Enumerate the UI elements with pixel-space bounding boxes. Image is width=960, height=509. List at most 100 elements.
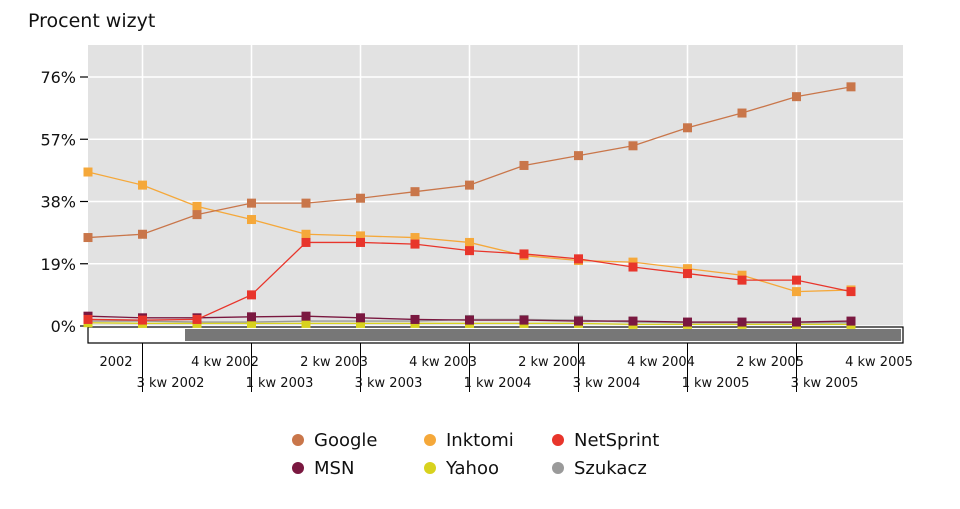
plot-background <box>88 45 903 342</box>
data-point <box>628 316 638 326</box>
data-point <box>465 315 474 325</box>
legend-label: Szukacz <box>574 457 647 479</box>
data-point <box>574 254 583 264</box>
data-point <box>410 187 420 197</box>
y-tick-label: 38% <box>40 193 76 212</box>
data-point <box>83 314 93 324</box>
legend-marker <box>424 462 436 474</box>
legend-label: Google <box>314 429 378 451</box>
x-tick-label: 2002 <box>99 355 132 370</box>
data-point <box>83 233 93 243</box>
legend-marker <box>292 434 304 446</box>
data-point <box>410 239 420 249</box>
data-point <box>301 318 311 328</box>
legend-label: MSN <box>314 457 355 479</box>
legend: Google Inktomi NetSprint MSN Yahoo Szukacz <box>292 426 672 482</box>
data-point <box>683 269 692 279</box>
data-point <box>628 262 638 272</box>
series-netsprint <box>83 237 856 325</box>
x-tick-label: 1 kw 2005 <box>682 376 750 391</box>
data-point <box>138 180 147 190</box>
legend-item-google: Google <box>292 430 424 451</box>
data-point <box>574 316 583 326</box>
series-msn <box>83 311 856 327</box>
data-point <box>301 229 311 239</box>
data-point <box>83 167 93 177</box>
data-point <box>792 317 801 327</box>
data-point <box>574 151 583 161</box>
x-tick-label: 3 kw 2003 <box>355 376 423 391</box>
data-point <box>737 275 747 285</box>
x-tick-label: 3 kw 2005 <box>791 376 859 391</box>
data-point <box>519 315 529 325</box>
x-tick-label: 2 kw 2005 <box>736 355 804 370</box>
data-point <box>138 229 147 239</box>
data-point <box>410 233 420 243</box>
legend-item-msn: MSN <box>292 458 424 479</box>
data-point <box>356 237 365 247</box>
x-tick-label: 1 kw 2003 <box>246 376 314 391</box>
data-point <box>301 311 311 321</box>
data-point <box>247 290 256 300</box>
data-point <box>247 312 256 322</box>
data-point <box>737 108 747 118</box>
data-point <box>683 123 692 133</box>
y-axis-ticks: 0% 19% 38% 57% 76% <box>40 68 88 336</box>
data-point <box>192 210 202 220</box>
data-point <box>192 314 202 324</box>
y-tick-label: 19% <box>40 255 76 274</box>
x-tick-label: 3 kw 2002 <box>137 376 205 391</box>
y-axis-title: Procent wizyt <box>28 10 156 32</box>
data-point <box>356 193 365 203</box>
x-tick-label: 3 kw 2004 <box>573 376 641 391</box>
data-point <box>628 141 638 151</box>
data-point <box>846 82 856 92</box>
data-point <box>792 92 801 102</box>
x-tick-label: 4 kw 2002 <box>191 355 259 370</box>
legend-item-inktomi: Inktomi <box>424 430 552 451</box>
data-point <box>247 215 256 225</box>
data-point <box>247 318 256 328</box>
legend-label: Inktomi <box>446 429 514 451</box>
data-point <box>683 317 692 327</box>
legend-label: NetSprint <box>574 429 660 451</box>
legend-row: MSN Yahoo Szukacz <box>292 454 672 482</box>
data-point <box>737 270 747 280</box>
data-point <box>519 160 529 170</box>
data-point <box>410 314 420 324</box>
series-google <box>83 82 856 243</box>
legend-item-szukacz: Szukacz <box>552 458 672 479</box>
x-tick-label: 4 kw 2003 <box>409 355 477 370</box>
y-tick-label: 57% <box>40 130 76 149</box>
x-axis-ticks: 2002 4 kw 2002 2 kw 2003 4 kw 2003 2 kw 2004… <box>99 343 913 392</box>
data-point <box>247 198 256 208</box>
x-tick-label: 2 kw 2003 <box>300 355 368 370</box>
legend-label: Yahoo <box>446 457 499 479</box>
legend-item-netsprint: NetSprint <box>552 430 672 451</box>
data-point <box>628 257 638 267</box>
x-tick-label: 4 kw 2005 <box>845 355 913 370</box>
x-tick-label: 4 kw 2004 <box>627 355 695 370</box>
data-point <box>465 246 474 256</box>
data-point <box>356 313 365 323</box>
legend-item-yahoo: Yahoo <box>424 458 552 479</box>
x-tick-label: 1 kw 2004 <box>464 376 532 391</box>
data-point <box>465 237 474 247</box>
legend-marker <box>552 434 564 446</box>
data-point <box>301 198 311 208</box>
y-tick-label: 76% <box>40 68 76 87</box>
data-point <box>356 231 365 241</box>
data-point <box>846 287 856 297</box>
y-tick-label: 0% <box>51 317 76 336</box>
data-point <box>792 287 801 297</box>
data-point <box>792 275 801 285</box>
data-point <box>301 237 311 247</box>
data-point <box>519 249 529 259</box>
scroll-bar-thumb[interactable] <box>185 329 901 341</box>
data-point <box>356 318 365 328</box>
data-point <box>737 317 747 327</box>
scroll-bar[interactable] <box>87 326 904 344</box>
data-point <box>465 180 474 190</box>
legend-marker <box>424 434 436 446</box>
